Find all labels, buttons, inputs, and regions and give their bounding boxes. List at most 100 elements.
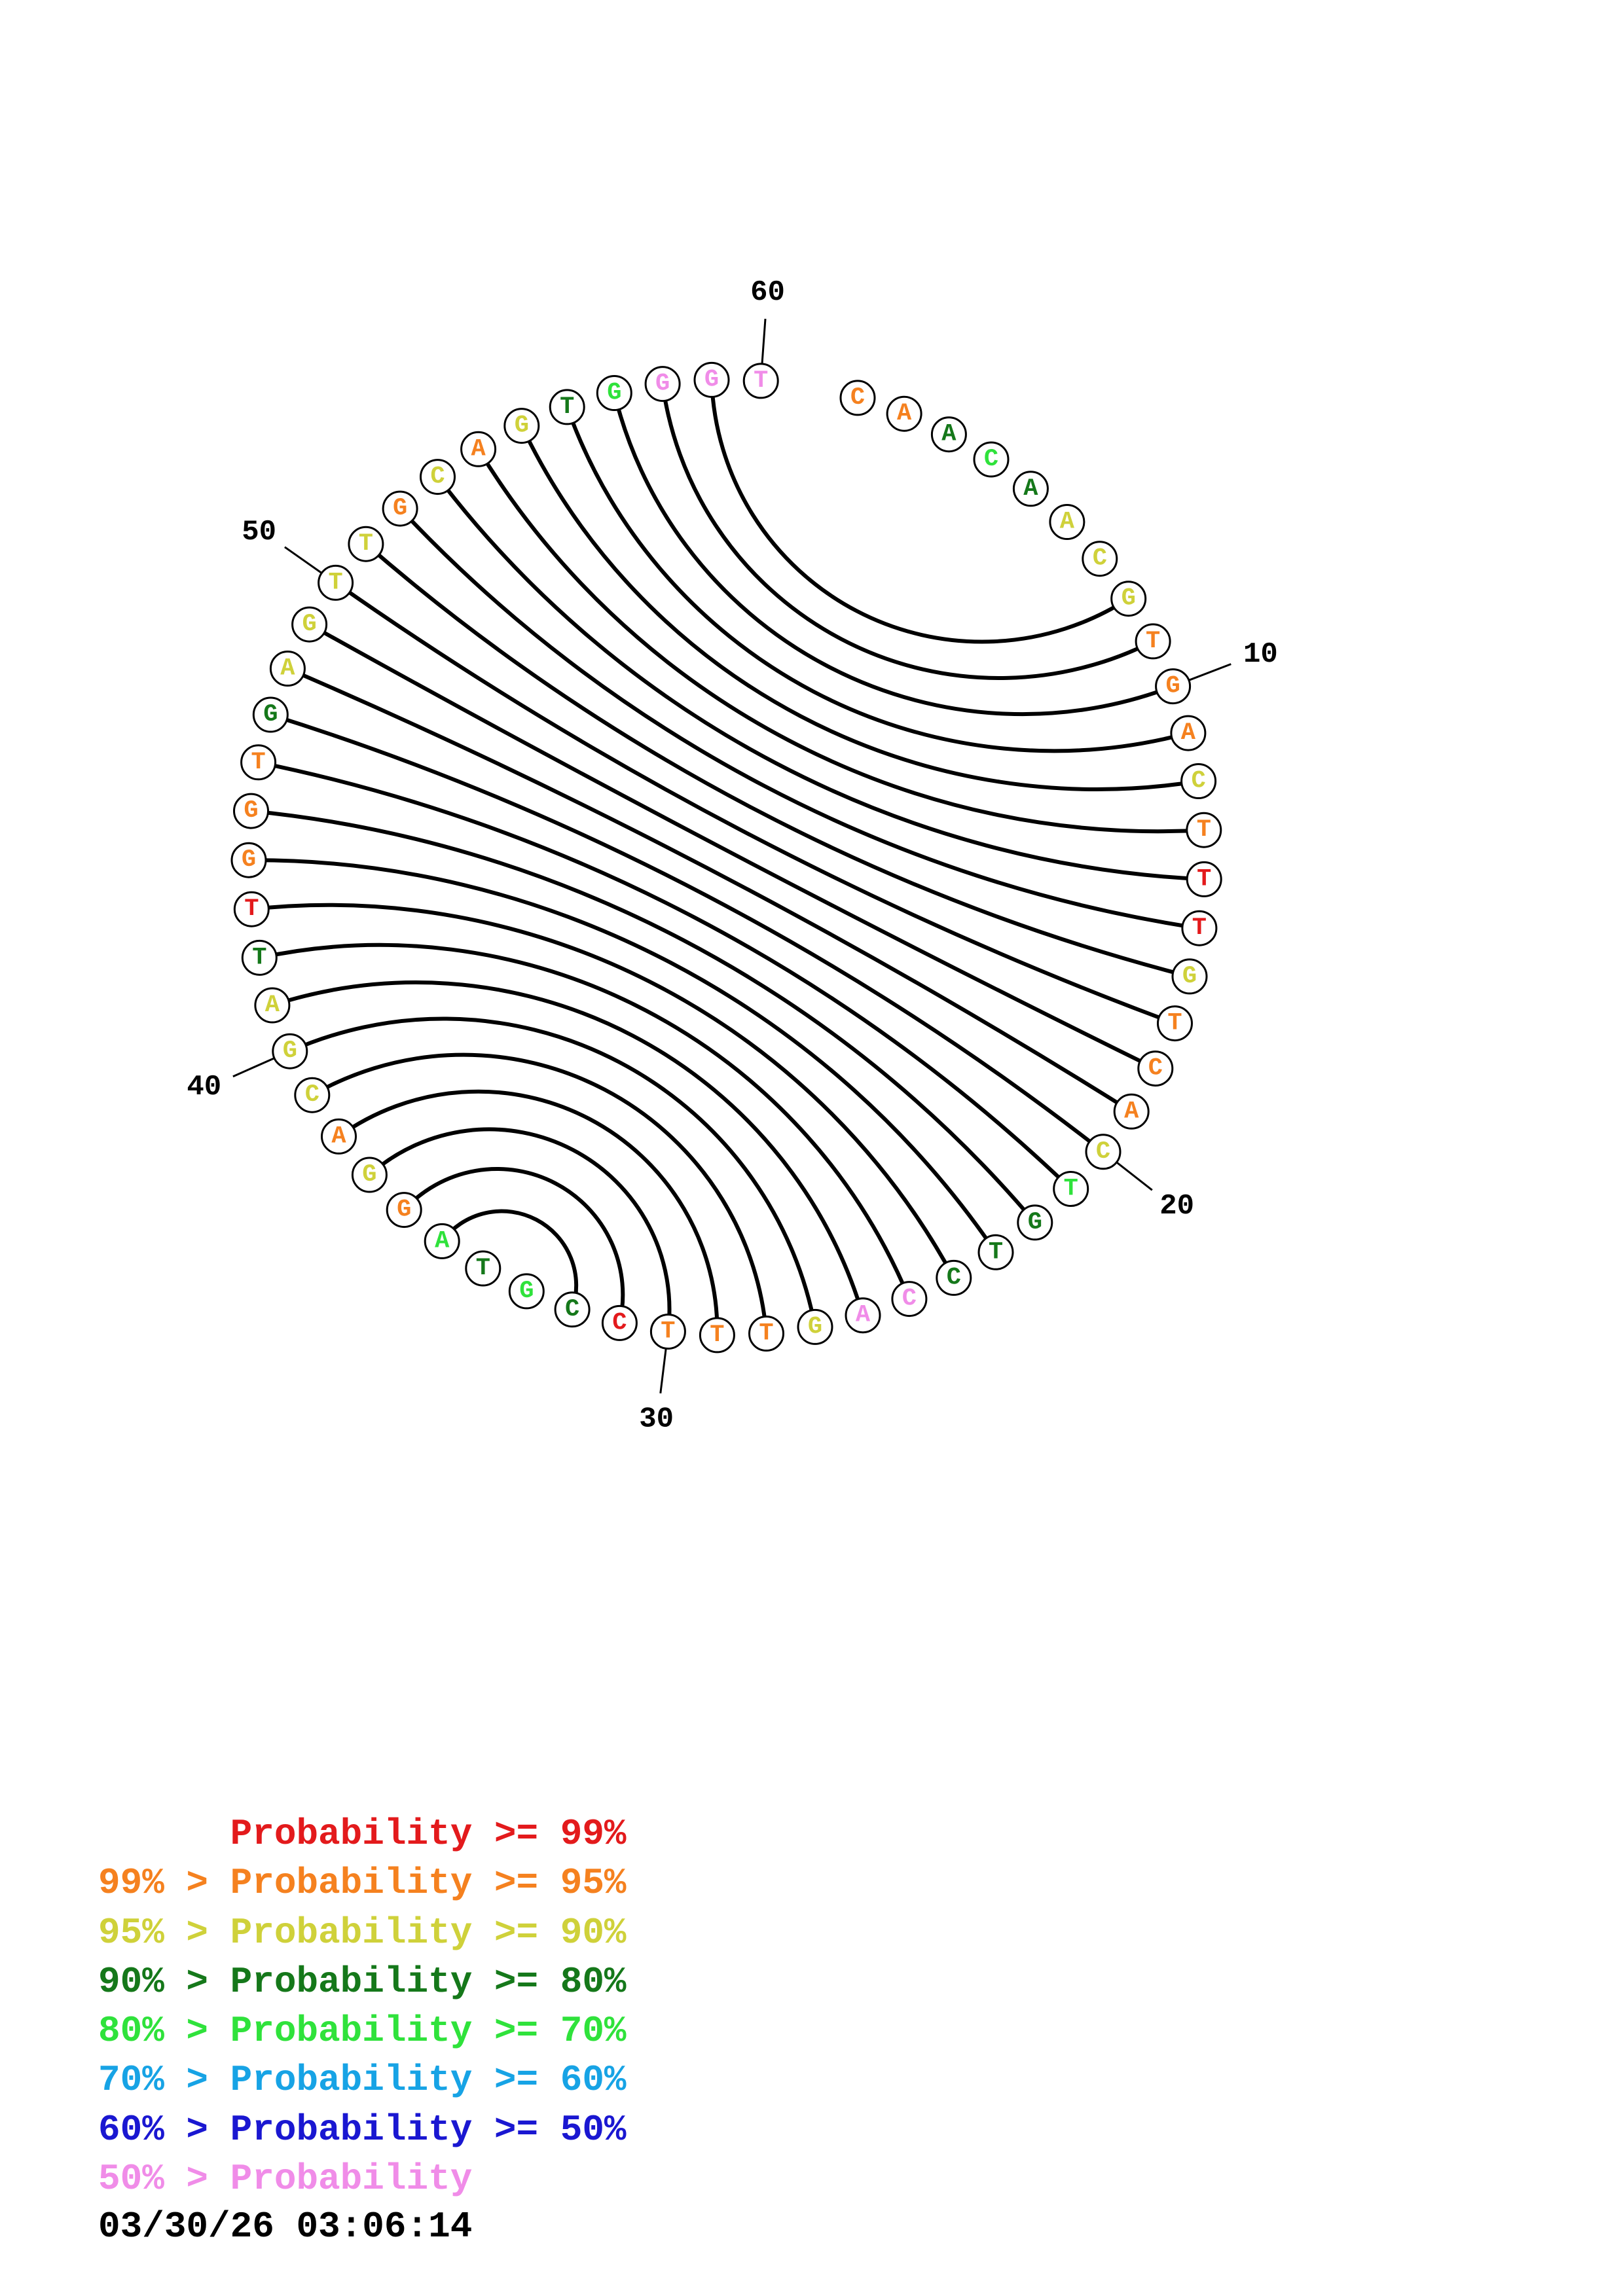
nucleotide-circle [649,1314,686,1350]
nucleotide-12: C [1180,763,1217,799]
base-pair-24-43 [251,903,956,1279]
nucleotide-circle [1181,910,1218,946]
nucleotide-circle [930,416,967,453]
base-pair-17-50 [334,581,1176,1026]
nucleotide-circle [891,1281,928,1318]
nucleotide-letter: A [1023,475,1038,503]
nucleotide-letter: G [263,701,278,728]
nucleotide-letter: T [661,1318,675,1346]
nucleotide-8: G [1110,581,1147,617]
nucleotide-letter: T [476,1255,490,1282]
position-tick-30 [659,1348,667,1393]
nucleotide-37: G [351,1157,388,1193]
nucleotide-circle [748,1316,784,1352]
base-pair-19-48 [287,666,1133,1113]
base-pair-15-52 [398,507,1200,931]
nucleotide-16: G [1171,958,1208,995]
nucleotide-letter: C [565,1296,579,1323]
base-pair-9-58 [661,384,1154,680]
nucleotide-10: G [1155,668,1192,705]
nucleotide-circle [351,1157,388,1193]
nucleotide-letter: C [612,1309,627,1336]
nucleotide-circle [382,490,418,527]
nucleotide-letter: G [808,1313,822,1340]
nucleotide-circle [508,1273,545,1310]
base-pair-10-57 [612,392,1174,717]
nucleotide-51: T [348,526,384,562]
nucleotide-17: T [1157,1005,1193,1042]
nucleotide-circle [503,408,540,444]
nucleotide-56: T [549,389,585,425]
base-pair-25-42 [259,942,911,1300]
nucleotide-25: C [891,1281,928,1318]
nucleotide-59: G [693,361,730,398]
position-label-ticks [232,318,1231,1393]
nucleotide-letter: T [359,530,373,558]
nucleotide-9: T [1135,623,1171,660]
position-tick-40 [232,1057,275,1078]
nucleotide-circle [1137,1050,1174,1087]
position-tick-20 [1116,1161,1153,1191]
nucleotide-letter: A [265,992,280,1019]
base-pair-28-39 [311,1052,769,1334]
nucleotide-20: C [1085,1134,1122,1170]
base-pair-lines [248,380,1205,1335]
nucleotide-letter: G [1165,673,1180,700]
probability-legend: Probability >= 99% 99% > Probability >= 9… [98,1810,627,2204]
nucleotide-circle [252,696,289,733]
position-tick-50 [284,546,323,574]
nucleotide-11: A [1170,715,1207,751]
nucleotide-22: G [1017,1204,1053,1241]
nucleotide-24: C [936,1259,972,1296]
nucleotide-letter: G [362,1161,376,1189]
nucleotide-21: T [1053,1171,1089,1207]
nucleotide-35: A [424,1223,460,1259]
nucleotide-circle [460,431,497,467]
nucleotide-letter: T [1167,1010,1182,1037]
position-labels: 10 20 30 40 50 60 [187,276,1277,1435]
nucleotide-letter: A [331,1122,346,1150]
nucleotide-31: C [601,1304,638,1341]
nucleotide-3: A [930,416,967,453]
nucleotide-letter: C [902,1285,917,1313]
base-pair-22-45 [251,809,1037,1224]
legend-row: 95% > Probability >= 90% [98,1911,627,1954]
nucleotide-28: T [748,1316,784,1352]
nucleotide-circle [1049,504,1085,540]
nucleotide-letter: A [471,435,486,463]
nucleotide-circle [318,564,354,601]
base-pair-11-56 [565,406,1189,753]
nucleotide-circle [973,441,1010,478]
nucleotide-circle [699,1317,735,1354]
base-pair-30-37 [368,1127,672,1332]
nucleotide-circle [233,891,270,927]
base-pair-23-44 [248,858,998,1253]
nucleotide-letter: T [1197,865,1211,893]
nucleotide-letter: T [1146,628,1160,655]
nucleotide-34: T [465,1250,501,1287]
nucleotide-circle [742,363,779,399]
nucleotide-letter: T [1192,914,1207,942]
nucleotide-48: A [269,651,306,687]
nucleotide-43: T [233,891,270,927]
nucleotide-circle [240,744,277,781]
circular-structure-diagram: CAACAACGTGACTTTGTCACTGTCCAGTTTCCGTAGGACG… [187,276,1277,1435]
nucleotide-letter: G [607,380,621,407]
nucleotide-5: A [1012,471,1049,507]
nucleotide-55: G [503,408,540,444]
nucleotide-32: C [554,1291,591,1328]
base-pair-26-41 [271,980,865,1316]
nucleotide-circle [1170,715,1207,751]
nucleotide-circle [424,1223,460,1259]
nucleotide-2: A [886,395,922,432]
legend-row: 60% > Probability >= 50% [98,2108,627,2151]
nucleotide-letter: G [242,846,256,874]
nucleotide-18: C [1137,1050,1174,1087]
nucleotide-letter: G [1122,585,1136,613]
nucleotide-46: T [240,744,277,781]
nucleotide-letter: G [1028,1209,1042,1236]
legend-row: 50% > Probability [98,2158,473,2200]
nucleotide-circle [254,987,291,1024]
nucleotide-circle [420,459,456,495]
nucleotide-letter: C [305,1081,319,1109]
